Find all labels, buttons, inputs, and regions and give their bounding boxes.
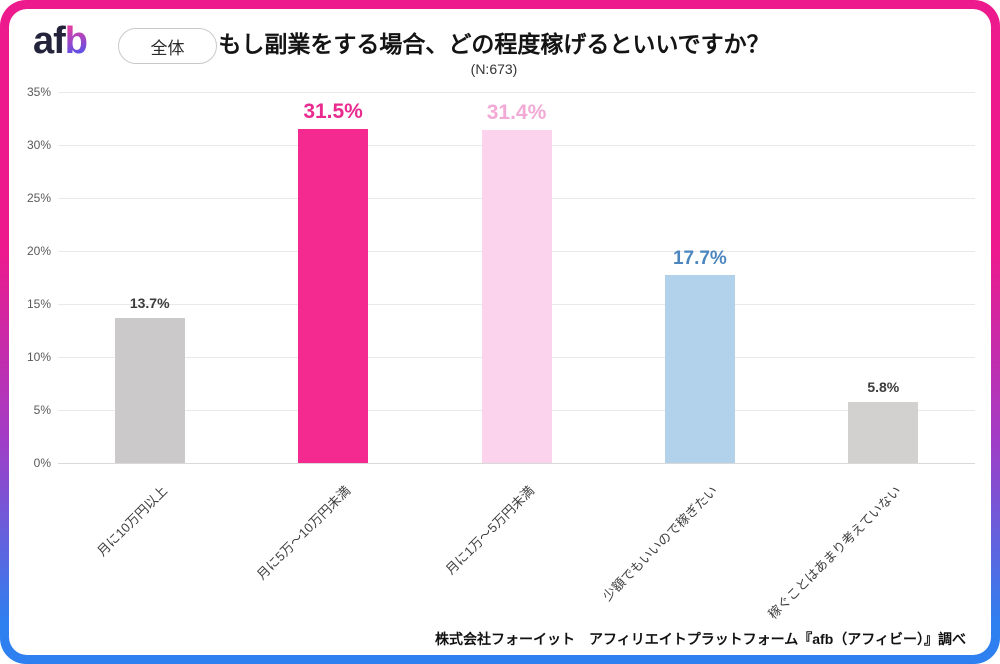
bar-category-label: 少額でもいいので稼ぎたい [599,483,721,604]
bar [298,129,369,463]
chart-card: afb 全体 もし副業をする場合、どの程度稼げるといいですか？ (N:673) … [9,9,991,655]
y-axis-tick-label: 35% [26,85,51,99]
bar-value-label: 31.4% [486,101,547,125]
y-axis-tick-label: 20% [26,244,51,258]
bar-category-label: 月に1万～5万円未満 [442,483,538,578]
bar [848,401,919,463]
scope-pill[interactable]: 全体 [118,28,217,64]
afb-logo-b: b [64,20,88,62]
y-axis-tick-label: 30% [26,138,51,152]
y-axis-tick-label: 10% [26,350,51,364]
afb-logo-af: af [33,20,66,62]
bar-value-label: 5.8% [867,379,900,396]
bar-category-label: 月に5万～10万円未満 [254,483,354,583]
y-axis-tick-label: 25% [26,191,51,205]
bar-category-label: 稼ぐことはあまり考えていない [765,483,904,622]
chart-title: もし副業をする場合、どの程度稼げるといいですか？ [218,31,770,57]
sample-size: (N:673) [470,61,518,77]
y-axis-tick-label: 0% [33,456,51,470]
bar-value-label: 31.5% [303,100,363,124]
bar-chart-plot-area: 0% 5% 10% 15% 20% 25% 30% 35% 13.7% 月に10万円以上 31.5%… [27,85,975,622]
bar [481,130,552,463]
grid-line [58,463,975,464]
bar-value-label: 17.7% [672,247,727,269]
source-note: 株式会社フォーイット アフィリエイトプラットフォーム『afb（アフィビー）』調べ [434,631,966,647]
afb-logo: afb [33,19,88,65]
grid-line [58,92,975,93]
scope-pill-label: 全体 [150,38,185,58]
bar [664,275,735,463]
bar-value-label: 13.7% [129,295,170,312]
y-axis-tick-label: 5% [33,403,51,417]
bar-category-label: 月に10万円以上 [94,483,171,559]
bar [114,317,185,463]
y-axis-tick-label: 15% [26,297,51,311]
